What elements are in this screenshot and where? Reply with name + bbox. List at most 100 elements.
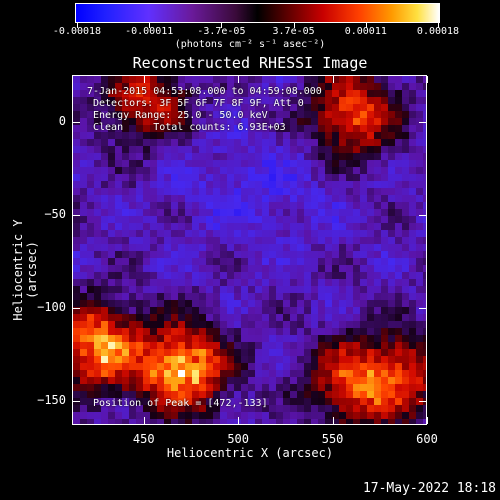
heatmap-cell [297, 202, 304, 209]
heatmap-cell [108, 370, 115, 377]
heatmap-cell [255, 132, 262, 139]
heatmap-cell [283, 384, 290, 391]
heatmap-cell [276, 293, 283, 300]
heatmap-cell [213, 118, 220, 125]
heatmap-cell [101, 174, 108, 181]
heatmap-cell [318, 174, 325, 181]
heatmap-cell [269, 174, 276, 181]
heatmap-cell [129, 349, 136, 356]
heatmap-cell [402, 146, 409, 153]
heatmap-cell [381, 272, 388, 279]
heatmap-cell [87, 174, 94, 181]
heatmap-cell [367, 321, 374, 328]
heatmap-cell [136, 153, 143, 160]
heatmap-cell [353, 391, 360, 398]
heatmap-cell [80, 349, 87, 356]
heatmap-cell [234, 181, 241, 188]
heatmap-cell [178, 153, 185, 160]
heatmap-cell [241, 258, 248, 265]
heatmap-cell [136, 111, 143, 118]
heatmap-cell [255, 300, 262, 307]
heatmap-cell [73, 237, 80, 244]
heatmap-cell [395, 265, 402, 272]
heatmap-cell [381, 356, 388, 363]
heatmap-cell [423, 384, 426, 391]
heatmap-cell [108, 293, 115, 300]
heatmap-cell [157, 174, 164, 181]
heatmap-cell [318, 132, 325, 139]
heatmap-cell [73, 181, 80, 188]
heatmap-cell [367, 146, 374, 153]
heatmap-cell [416, 174, 423, 181]
heatmap-cell [143, 335, 150, 342]
heatmap-cell [325, 314, 332, 321]
heatmap-cell [213, 412, 220, 419]
heatmap-cell [115, 384, 122, 391]
heatmap-cell [248, 118, 255, 125]
heatmap-cell [227, 251, 234, 258]
heatmap-cell [395, 377, 402, 384]
heatmap-cell [227, 321, 234, 328]
heatmap-cell [297, 97, 304, 104]
heatmap-cell [248, 377, 255, 384]
heatmap-cell [143, 286, 150, 293]
heatmap-cell [87, 104, 94, 111]
heatmap-cell [339, 202, 346, 209]
heatmap-cell [178, 419, 185, 424]
heatmap-cell [227, 125, 234, 132]
heatmap-cell [395, 209, 402, 216]
heatmap-cell [290, 181, 297, 188]
heatmap-cell [269, 391, 276, 398]
heatmap-cell [360, 188, 367, 195]
heatmap-cell [185, 377, 192, 384]
heatmap-cell [199, 188, 206, 195]
heatmap-cell [227, 398, 234, 405]
heatmap-cell [248, 370, 255, 377]
heatmap-cell [108, 335, 115, 342]
heatmap-cell [164, 335, 171, 342]
heatmap-cell [220, 209, 227, 216]
heatmap-cell [276, 97, 283, 104]
heatmap-cell [220, 349, 227, 356]
heatmap-cell [353, 181, 360, 188]
heatmap-cell [360, 216, 367, 223]
heatmap-cell [311, 384, 318, 391]
heatmap-cell [115, 118, 122, 125]
heatmap-cell [269, 230, 276, 237]
heatmap-cell [178, 188, 185, 195]
heatmap-cell [73, 363, 80, 370]
heatmap-cell [353, 384, 360, 391]
heatmap-cell [409, 223, 416, 230]
heatmap-cell [241, 230, 248, 237]
heatmap-cell [227, 153, 234, 160]
heatmap-cell [276, 160, 283, 167]
heatmap-cell [73, 251, 80, 258]
heatmap-cell [248, 300, 255, 307]
heatmap-cell [353, 167, 360, 174]
heatmap-cell [297, 300, 304, 307]
heatmap-cell [269, 216, 276, 223]
heatmap-cell [409, 342, 416, 349]
heatmap-cell [409, 90, 416, 97]
heatmap-cell [262, 195, 269, 202]
heatmap-cell [388, 83, 395, 90]
heatmap-cell [87, 293, 94, 300]
heatmap-cell [269, 342, 276, 349]
heatmap-cell [164, 272, 171, 279]
heatmap-cell [234, 90, 241, 97]
heatmap-cell [283, 146, 290, 153]
heatmap-cell [416, 125, 423, 132]
heatmap-cell [122, 202, 129, 209]
heatmap-cell [122, 153, 129, 160]
heatmap-cell [143, 307, 150, 314]
heatmap-cell [171, 97, 178, 104]
heatmap-cell [213, 363, 220, 370]
heatmap-cell [171, 272, 178, 279]
heatmap-cell [283, 251, 290, 258]
heatmap-cell [402, 83, 409, 90]
heatmap-cell [297, 90, 304, 97]
heatmap-cell [220, 104, 227, 111]
heatmap-cell [262, 83, 269, 90]
heatmap-cell [213, 384, 220, 391]
heatmap-cell [185, 391, 192, 398]
